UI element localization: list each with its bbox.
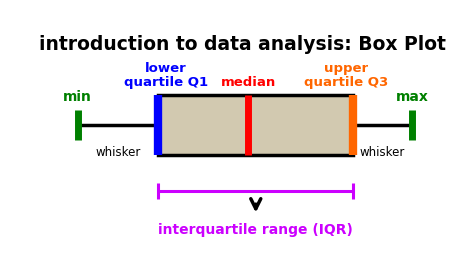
Text: upper
quartile Q3: upper quartile Q3 <box>304 62 388 89</box>
Bar <box>158 95 353 155</box>
Text: max: max <box>395 90 428 104</box>
Text: whisker: whisker <box>95 146 141 159</box>
Text: whisker: whisker <box>360 146 405 159</box>
Text: min: min <box>63 90 92 104</box>
Text: interquartile range (IQR): interquartile range (IQR) <box>158 223 353 237</box>
Text: median: median <box>221 76 276 89</box>
Text: introduction to data analysis: Box Plot: introduction to data analysis: Box Plot <box>39 35 447 54</box>
Text: lower
quartile Q1: lower quartile Q1 <box>124 62 208 89</box>
